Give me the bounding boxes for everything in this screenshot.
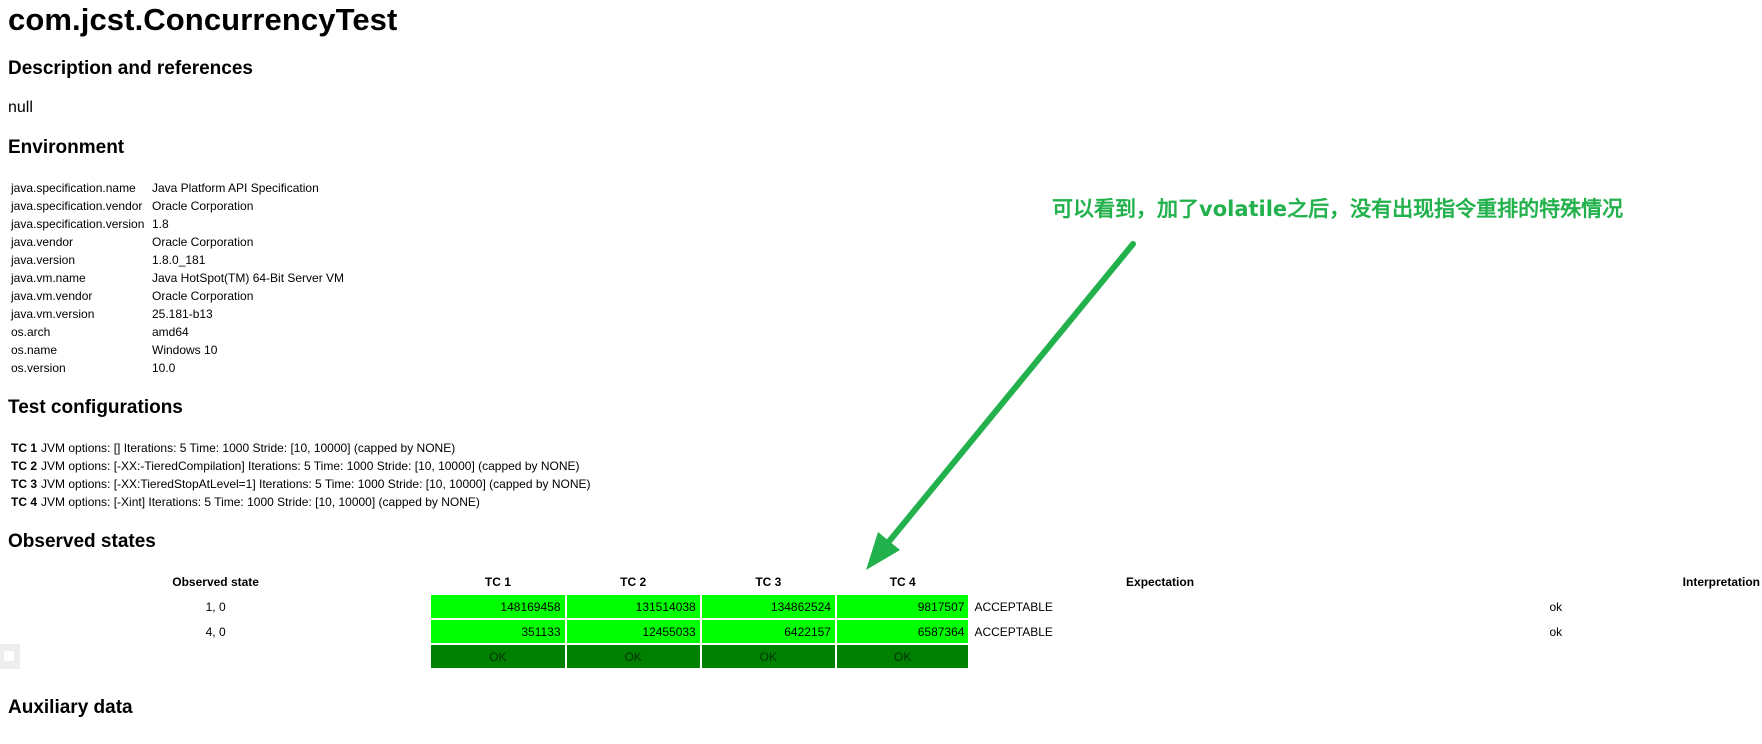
header-tc4: TC 4	[889, 575, 916, 589]
tc4-status-cell: OK	[836, 645, 969, 668]
env-value: Java Platform API Specification	[152, 181, 319, 195]
header-tc2: TC 2	[620, 575, 647, 589]
env-row: java.specification.name Java Platform API…	[9, 179, 346, 197]
tc1-count-cell: 148169458	[431, 595, 565, 618]
annotation-text: 可以看到，加了volatile之后，没有出现指令重排的特殊情况	[1052, 197, 1624, 221]
test-config-id: TC 2	[11, 459, 38, 473]
env-row: os.version 10.0	[9, 359, 346, 377]
env-value: amd64	[152, 325, 189, 339]
env-key: java.vm.version	[11, 307, 95, 321]
description-text: null	[8, 99, 33, 116]
env-value: Java HotSpot(TM) 64-Bit Server VM	[152, 271, 345, 285]
observed-state-cell: 1, 0	[205, 599, 226, 614]
env-key: java.vendor	[11, 235, 74, 249]
header-expectation: Expectation	[1126, 575, 1195, 589]
floating-widget[interactable]	[0, 644, 20, 669]
env-row: java.vm.version 25.181-b13	[9, 305, 346, 323]
section-observed-states-heading: Observed states	[8, 531, 156, 552]
status-row: OK OK OK OK	[2, 645, 1760, 668]
observed-header-row: Observed state TC 1 TC 2 TC 3 TC 4 Expec…	[2, 571, 1760, 593]
env-row: java.vm.name Java HotSpot(TM) 64-Bit Serv…	[9, 269, 346, 287]
tc2-status-cell: OK	[566, 645, 700, 668]
env-key: java.specification.name	[11, 181, 136, 195]
section-test-configurations-heading: Test configurations	[8, 397, 183, 418]
test-config-text: JVM options: [-XX:-TieredCompilation] It…	[41, 459, 580, 473]
env-row: os.arch amd64	[9, 323, 346, 341]
env-row: os.name Windows 10	[9, 341, 346, 359]
env-value: Windows 10	[152, 343, 218, 357]
observed-states-table: Observed state TC 1 TC 2 TC 3 TC 4 Expec…	[0, 569, 1762, 670]
env-key: java.version	[11, 253, 76, 267]
test-config-id: TC 4	[11, 495, 38, 509]
env-row: java.specification.vendor Oracle Corporat…	[9, 197, 346, 215]
tc2-count-cell: 12455033	[566, 620, 700, 643]
tc3-count-cell: 134862524	[701, 595, 835, 618]
observed-state-cell: 4, 0	[205, 624, 226, 639]
environment-table: java.specification.name Java Platform API…	[9, 179, 346, 377]
env-key: os.arch	[11, 325, 51, 339]
env-row: java.vm.vendor Oracle Corporation	[9, 287, 346, 305]
env-value: 10.0	[152, 361, 176, 375]
test-config-id: TC 1	[11, 441, 38, 455]
env-value: 1.8	[152, 217, 169, 231]
header-tc1: TC 1	[484, 575, 511, 589]
test-config-text: JVM options: [] Iterations: 5 Time: 1000…	[41, 441, 456, 455]
expectation-cell: ACCEPTABLE	[974, 599, 1053, 614]
tc2-count-cell: 131514038	[566, 595, 700, 618]
widget-icon	[4, 651, 14, 661]
section-auxiliary-heading: Auxiliary data	[8, 697, 133, 718]
section-description-heading: Description and references	[8, 58, 253, 79]
env-value: 25.181-b13	[152, 307, 213, 321]
env-row: java.version 1.8.0_181	[9, 251, 346, 269]
test-config-item: TC 3 JVM options: [-XX:TieredStopAtLevel=…	[11, 475, 591, 493]
header-interpretation: Interpretation	[1682, 575, 1760, 589]
env-key: os.name	[11, 343, 58, 357]
interpretation-cell: ok	[1549, 624, 1563, 639]
tc4-count-cell: 9817507	[836, 595, 969, 618]
env-key: java.specification.vendor	[11, 199, 143, 213]
env-value: Oracle Corporation	[152, 289, 254, 303]
env-row: java.vendor Oracle Corporation	[9, 233, 346, 251]
tc1-status-cell: OK	[431, 645, 565, 668]
tc1-count-cell: 351133	[431, 620, 565, 643]
tc3-status-cell: OK	[701, 645, 835, 668]
test-config-list: TC 1 JVM options: [] Iterations: 5 Time: …	[11, 439, 591, 511]
expectation-cell: ACCEPTABLE	[974, 624, 1053, 639]
section-environment-heading: Environment	[8, 137, 125, 158]
env-key: os.version	[11, 361, 66, 375]
env-key: java.vm.vendor	[11, 289, 93, 303]
test-config-id: TC 3	[11, 477, 38, 491]
page-title: com.jcst.ConcurrencyTest	[8, 2, 398, 37]
test-config-text: JVM options: [-XX:TieredStopAtLevel=1] I…	[41, 477, 591, 491]
header-observed-state: Observed state	[172, 575, 259, 589]
test-config-item: TC 4 JVM options: [-Xint] Iterations: 5 T…	[11, 493, 591, 511]
test-config-item: TC 1 JVM options: [] Iterations: 5 Time: …	[11, 439, 591, 457]
table-row: 4, 0 351133 12455033 6422157 6587364 ACC…	[2, 620, 1760, 643]
table-row: 1, 0 148169458 131514038 134862524 98175…	[2, 595, 1760, 618]
tc3-count-cell: 6422157	[701, 620, 835, 643]
env-value: Oracle Corporation	[152, 235, 254, 249]
env-key: java.vm.name	[11, 271, 86, 285]
env-row: java.specification.version 1.8	[9, 215, 346, 233]
env-key: java.specification.version	[11, 217, 145, 231]
tc4-count-cell: 6587364	[836, 620, 969, 643]
test-config-text: JVM options: [-Xint] Iterations: 5 Time:…	[41, 495, 480, 509]
interpretation-cell: ok	[1549, 599, 1563, 614]
env-value: Oracle Corporation	[152, 199, 254, 213]
env-value: 1.8.0_181	[152, 253, 206, 267]
header-tc3: TC 3	[755, 575, 782, 589]
test-config-item: TC 2 JVM options: [-XX:-TieredCompilation…	[11, 457, 591, 475]
